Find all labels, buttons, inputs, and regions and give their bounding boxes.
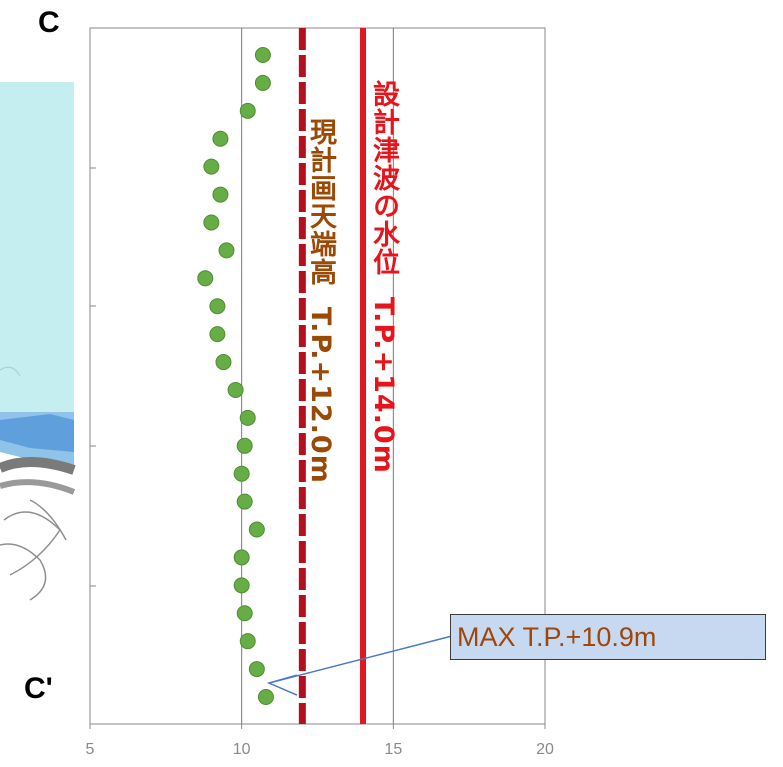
max-annotation-box: MAX T.P.+10.9m — [450, 614, 766, 660]
max-annotation-text: MAX T.P.+10.9m — [457, 622, 657, 652]
data-point — [212, 130, 229, 147]
data-point — [239, 633, 256, 650]
data-point — [239, 102, 256, 119]
data-point — [257, 689, 274, 705]
coastline — [0, 456, 76, 475]
data-point — [209, 326, 226, 343]
section-label-c-prime: C' — [24, 672, 53, 705]
plot-area — [89, 27, 546, 725]
land-contour — [29, 499, 67, 541]
data-point — [212, 186, 229, 203]
design-tsunami-value: T.P.+14.0m — [368, 296, 399, 474]
section-label-c: C — [38, 6, 60, 39]
data-point — [209, 298, 226, 315]
data-point — [239, 409, 256, 426]
current-plan-value: T.P.+12.0m — [305, 306, 336, 484]
design-tsunami-name: 設計津波の水位 — [368, 80, 399, 276]
data-point — [233, 549, 250, 566]
data-point — [248, 661, 265, 678]
current-plan-label: 現計画天端高 T.P.+12.0m — [301, 118, 340, 484]
current-plan-name: 現計画天端高 — [305, 118, 336, 286]
design-tsunami-spacer — [368, 276, 399, 297]
x-tick-label: 5 — [86, 741, 95, 758]
data-point — [233, 577, 250, 594]
data-point — [254, 47, 271, 63]
x-tick-label: 15 — [384, 741, 402, 758]
data-point — [227, 381, 244, 398]
sea-area — [0, 82, 74, 412]
deep-water — [0, 414, 74, 452]
data-point — [203, 158, 220, 175]
data-point — [233, 465, 250, 482]
data-point — [236, 605, 253, 622]
data-point — [254, 74, 271, 91]
data-point — [248, 521, 265, 538]
data-point — [236, 493, 253, 510]
data-point — [215, 354, 232, 371]
x-tick-label: 20 — [536, 741, 554, 758]
current-plan-spacer — [305, 286, 336, 307]
max-arrow-head — [266, 674, 298, 696]
design-tsunami-label: 設計津波の水位 T.P.+14.0m — [364, 80, 403, 474]
data-point — [203, 214, 220, 231]
land-contour — [0, 543, 47, 601]
data-point — [218, 242, 235, 259]
x-tick-label: 10 — [233, 741, 251, 758]
max-arrow-line — [268, 635, 453, 684]
land-contour — [0, 366, 21, 377]
data-point — [236, 437, 253, 454]
land-contour — [0, 479, 76, 495]
data-point — [197, 270, 214, 287]
